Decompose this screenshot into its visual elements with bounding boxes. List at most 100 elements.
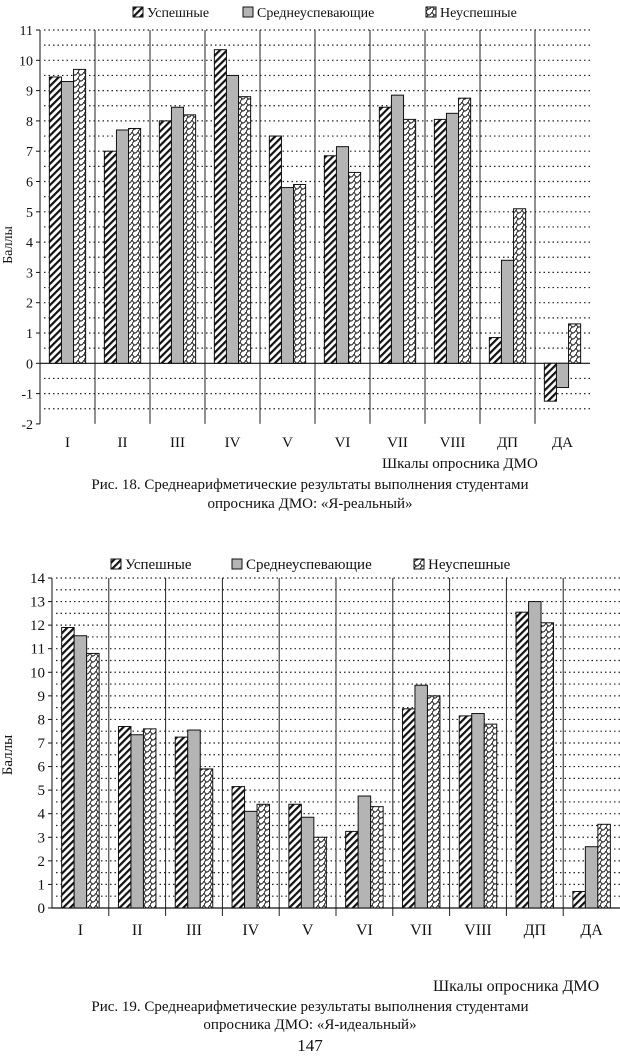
bar-Неуспешные — [513, 208, 527, 364]
bar-Успешные — [515, 611, 530, 909]
bar-Неуспешные — [483, 723, 498, 909]
bar-Среднеуспевающие — [500, 259, 515, 364]
bar-Успешные — [213, 49, 227, 364]
y-tick-label: 3 — [38, 830, 46, 846]
bar-Неуспешные — [426, 695, 441, 909]
y-tick-label: 9 — [26, 85, 33, 100]
bar-Среднеуспевающие — [187, 729, 201, 909]
bar-Успешные — [323, 155, 337, 364]
bar-Неуспешные — [73, 68, 87, 364]
bar-Успешные — [117, 725, 132, 909]
y-tick-label: 8 — [38, 712, 46, 728]
bar-Успешные — [268, 135, 282, 364]
x-tick-label: II — [132, 922, 143, 939]
y-tick-label: 3 — [26, 266, 33, 281]
y-tick-label: 4 — [38, 807, 46, 823]
x-tick-label: VI — [356, 922, 373, 939]
bar-Успешные — [174, 736, 189, 909]
bar-Неуспешные — [370, 806, 384, 909]
bar-Неуспешные — [142, 728, 157, 909]
bar-Успешные — [401, 708, 416, 909]
y-tick-label: 10 — [19, 54, 33, 69]
bar-Успешные — [288, 803, 302, 909]
bar-Среднеуспевающие — [335, 146, 350, 364]
bar-Неуспешные — [199, 768, 214, 909]
y-tick-label: 5 — [38, 783, 46, 799]
bar-Среднеуспевающие — [471, 713, 485, 909]
legend-swatch-2 — [413, 558, 425, 570]
x-tick-label: VII — [387, 435, 408, 451]
legend-label: Среднеуспевающие — [246, 557, 372, 573]
bar-Неуспешные — [458, 97, 472, 364]
bar-Среднеуспевающие — [244, 810, 258, 909]
x-tick-label: III — [170, 435, 185, 451]
bar-Неуспешные — [568, 323, 582, 364]
legend-label: Успешные — [147, 6, 209, 21]
y-tick-label: 2 — [38, 854, 46, 870]
bar-Успешные — [458, 715, 473, 909]
bar-Среднеуспевающие — [300, 816, 315, 909]
y-tick-label: 13 — [30, 595, 45, 611]
bar-Успешные — [378, 106, 392, 364]
fig18-caption-1: Рис. 18. Среднеарифметические результаты… — [91, 477, 529, 493]
bar-Неуспешные — [183, 114, 197, 364]
fig19-caption-2: опросника ДМО: «Я-идеальный» — [203, 1017, 417, 1033]
x-tick-label: IV — [225, 435, 241, 451]
bar-Неуспешные — [313, 836, 327, 909]
bar-Успешные — [543, 362, 557, 402]
legend-label: Успешные — [125, 557, 192, 573]
y-tick-label: 12 — [30, 618, 45, 634]
bar-Среднеуспевающие — [60, 81, 75, 364]
x-tick-label: ДА — [580, 922, 603, 939]
y-tick-label: 2 — [26, 297, 33, 312]
legend-swatch-1 — [242, 6, 254, 18]
bar-Среднеуспевающие — [555, 362, 570, 389]
bar-Неуспешные — [597, 823, 611, 909]
bar-Неуспешные — [540, 622, 555, 909]
chart1-xlabel: Шкалы опросника ДМО — [382, 456, 538, 472]
y-tick-label: 7 — [26, 145, 33, 160]
bar-Среднеуспевающие — [584, 846, 599, 909]
x-tick-label: II — [118, 435, 128, 451]
bar-Неуспешные — [403, 118, 417, 364]
legend-label: Среднеуспевающие — [257, 6, 374, 21]
x-tick-label: V — [302, 922, 314, 939]
chart2-xlabel: Шкалы опросника ДМО — [433, 978, 600, 995]
y-tick-label: 1 — [38, 877, 46, 893]
bar-Среднеуспевающие — [115, 129, 130, 364]
bar-Среднеуспевающие — [528, 601, 542, 909]
legend-swatch-0 — [110, 558, 122, 570]
x-tick-label: ДП — [524, 922, 547, 939]
bar-Неуспешные — [256, 803, 271, 909]
bar-Среднеуспевающие — [445, 112, 460, 364]
x-tick-label: VII — [410, 922, 432, 939]
legend-swatch-0 — [132, 6, 144, 18]
y-tick-label: 0 — [26, 357, 33, 372]
bar-Неуспешные — [128, 127, 142, 364]
x-tick-label: IV — [242, 922, 259, 939]
bar-Среднеуспевающие — [280, 187, 295, 364]
y-tick-label: 5 — [26, 206, 33, 221]
fig18-caption-2: опросника ДМО: «Я-реальный» — [207, 496, 413, 512]
x-tick-label: VI — [335, 435, 351, 451]
bar-Успешные — [158, 120, 172, 364]
y-tick-label: -1 — [21, 388, 33, 403]
bar-Среднеуспевающие — [357, 795, 372, 909]
bar-Среднеуспевающие — [225, 74, 240, 364]
legend-label: Неуспешные — [440, 6, 517, 21]
bar-Среднеуспевающие — [73, 635, 88, 909]
y-tick-label: 6 — [38, 760, 46, 776]
bar-Успешные — [345, 830, 359, 909]
bar-Успешные — [61, 626, 75, 909]
bar-Неуспешные — [86, 652, 100, 909]
x-tick-label: ДП — [497, 435, 518, 451]
bar-Успешные — [433, 118, 447, 364]
y-tick-label: 8 — [26, 115, 33, 130]
bar-Успешные — [572, 890, 586, 909]
y-tick-label: 11 — [31, 642, 45, 658]
bar-Неуспешные — [238, 96, 252, 364]
x-tick-label: VIII — [440, 435, 466, 451]
bar-Среднеуспевающие — [414, 684, 428, 909]
